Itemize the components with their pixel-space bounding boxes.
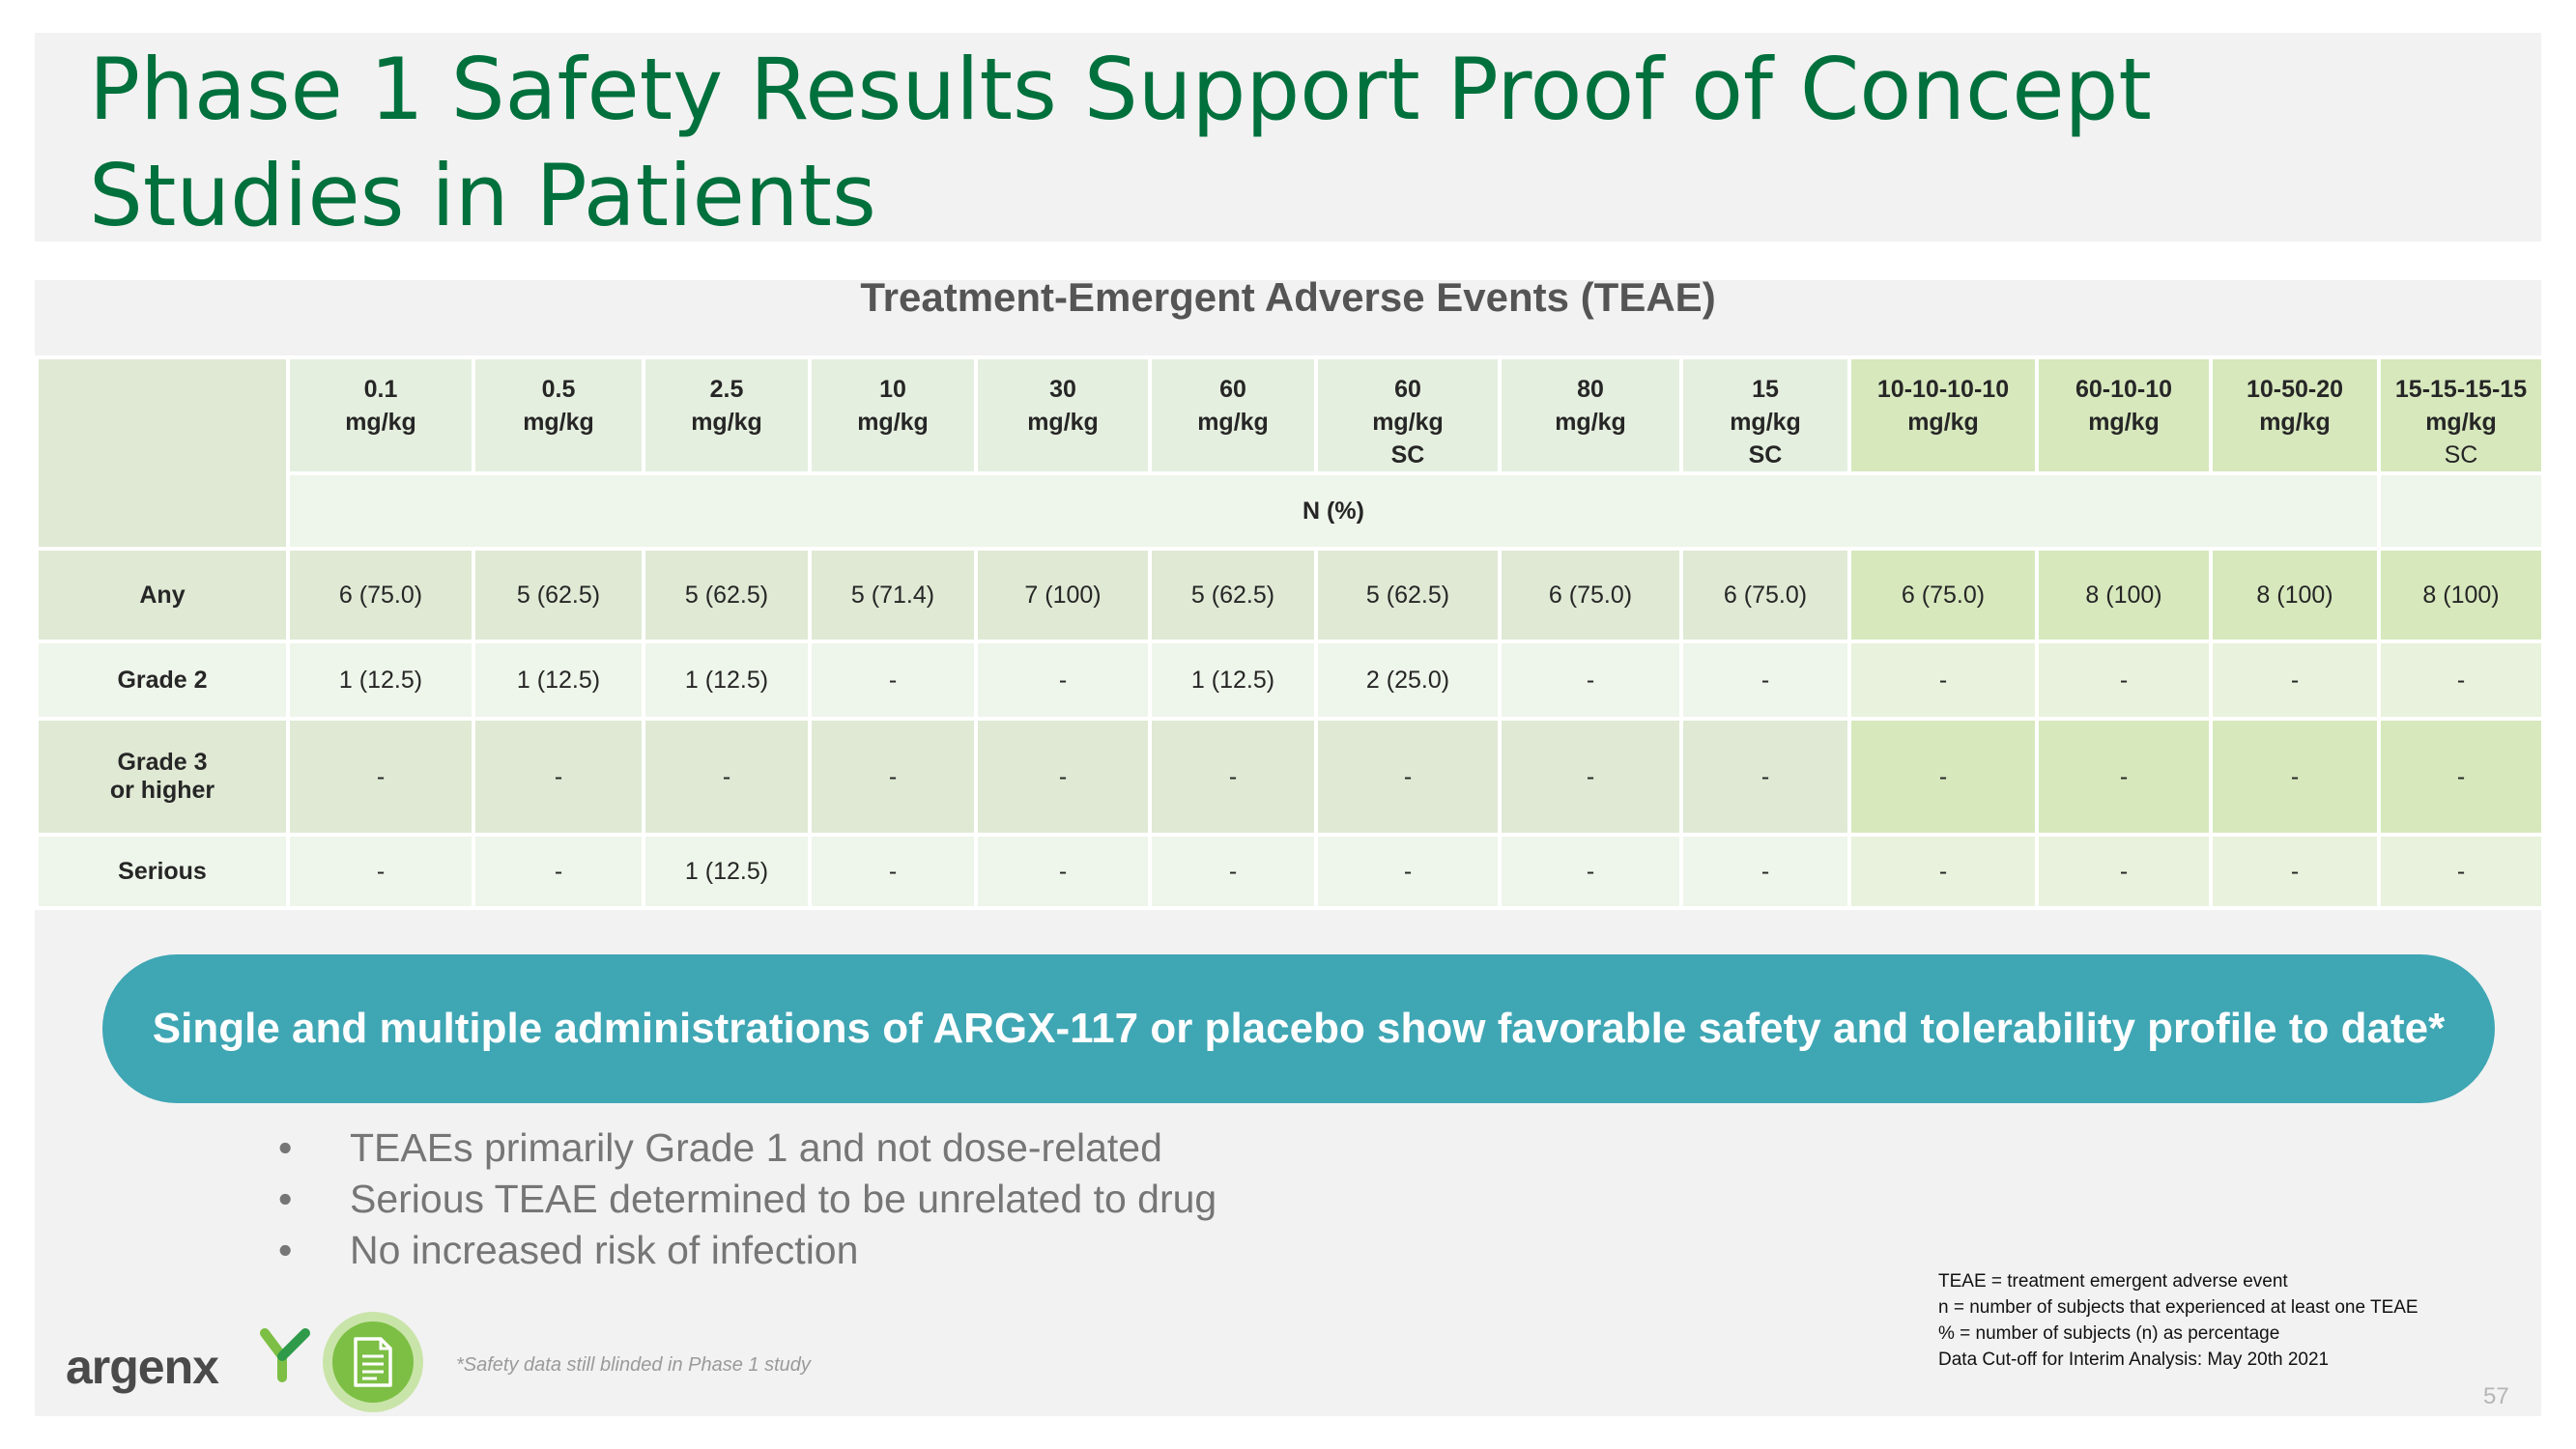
- dose-header: 10 mg/kg: [808, 355, 978, 475]
- table-cell: -: [1498, 717, 1683, 837]
- table-cell: 8 (100): [2035, 547, 2213, 643]
- table-row: Any 6 (75.0) 5 (62.5) 5 (62.5) 5 (71.4) …: [35, 547, 2545, 643]
- argenx-logo: argenx: [66, 1328, 310, 1395]
- table-title: Treatment-Emergent Adverse Events (TEAE): [860, 274, 1716, 320]
- table-cell: -: [1314, 833, 1502, 910]
- table-cell: 8 (100): [2377, 547, 2545, 643]
- abbreviation-definitions: TEAE = treatment emergent adverse event …: [1938, 1268, 2419, 1373]
- bullet-item: TEAEs primarily Grade 1 and not dose-rel…: [271, 1122, 1216, 1174]
- corner-cell: [35, 355, 290, 551]
- page-number: 57: [2483, 1383, 2509, 1409]
- table-cell: -: [2209, 717, 2381, 837]
- table-cell: -: [974, 717, 1152, 837]
- row-label: Any: [35, 547, 290, 643]
- definition-line: n = number of subjects that experienced …: [1938, 1297, 2419, 1318]
- table-cell: -: [1148, 717, 1318, 837]
- definition-line: % = number of subjects (n) as percentage: [1938, 1323, 2280, 1344]
- dose-header: 10-50-20 mg/kg: [2209, 355, 2381, 475]
- logo-y-mark-icon: [260, 1328, 310, 1382]
- logo-wordmark: argenx: [66, 1340, 219, 1394]
- table-cell: -: [1847, 833, 2039, 910]
- bullet-item: No increased risk of infection: [271, 1225, 1216, 1276]
- table-cell: 1 (12.5): [472, 639, 645, 721]
- table-cell: -: [808, 717, 978, 837]
- table-cell: 5 (62.5): [472, 547, 645, 643]
- table-cell: 1 (12.5): [1148, 639, 1318, 721]
- table-cell: -: [2377, 639, 2545, 721]
- table-cell: -: [1679, 639, 1851, 721]
- dose-header: 10-10-10-10 mg/kg: [1847, 355, 2039, 475]
- table-cell: -: [1679, 833, 1851, 910]
- dose-header: 0.5 mg/kg: [472, 355, 645, 475]
- table-cell: 1 (12.5): [286, 639, 475, 721]
- table-cell: -: [2035, 833, 2213, 910]
- table-cell: -: [2035, 639, 2213, 721]
- dose-header: 15 mg/kg SC: [1679, 355, 1851, 475]
- bullet-list: TEAEs primarily Grade 1 and not dose-rel…: [271, 1122, 1216, 1276]
- banner-text: Single and multiple administrations of A…: [152, 1005, 2446, 1052]
- table-cell: -: [1498, 833, 1683, 910]
- table-cell: 7 (100): [974, 547, 1152, 643]
- table-row: Grade 2 1 (12.5) 1 (12.5) 1 (12.5) - - 1…: [35, 639, 2545, 721]
- dose-header: 60 mg/kg: [1148, 355, 1318, 475]
- table-cell: 5 (71.4): [808, 547, 978, 643]
- table-cell: -: [808, 639, 978, 721]
- table-cell: -: [286, 717, 475, 837]
- table-cell: 6 (75.0): [286, 547, 475, 643]
- table-cell: -: [472, 717, 645, 837]
- table-row: Serious - - 1 (12.5) - - - - - - - - - -: [35, 833, 2545, 910]
- n-percent-row: N (%): [37, 471, 2545, 551]
- table-cell: -: [2377, 833, 2545, 910]
- document-icon: [323, 1312, 423, 1412]
- table-cell: 2 (25.0): [1314, 639, 1502, 721]
- dose-header: 0.1 mg/kg: [286, 355, 475, 475]
- dose-header: 80 mg/kg: [1498, 355, 1683, 475]
- table-cell: 6 (75.0): [1847, 547, 2039, 643]
- table-cell: 1 (12.5): [642, 639, 812, 721]
- bullet-item: Serious TEAE determined to be unrelated …: [271, 1174, 1216, 1225]
- table-cell: -: [472, 833, 645, 910]
- table-cell: 6 (75.0): [1498, 547, 1683, 643]
- dose-header: 30 mg/kg: [974, 355, 1152, 475]
- row-label: Grade 3 or higher: [35, 717, 290, 837]
- table-cell: -: [974, 639, 1152, 721]
- table-cell: -: [2209, 833, 2381, 910]
- teae-table: 0.1 mg/kg 0.5 mg/kg 2.5 mg/kg 10 mg/kg 30 mg/…: [35, 355, 2545, 910]
- dose-header: 60-10-10 mg/kg: [2035, 355, 2213, 475]
- table-cell: -: [1148, 833, 1318, 910]
- table-cell: 6 (75.0): [1679, 547, 1851, 643]
- n-percent-label: N (%): [286, 471, 2381, 551]
- dose-header: 2.5 mg/kg: [642, 355, 812, 475]
- table-cell: 8 (100): [2209, 547, 2381, 643]
- definition-line: TEAE = treatment emergent adverse event: [1938, 1271, 2288, 1292]
- dose-header: 15-15-15-15 mg/kg SC: [2377, 355, 2545, 475]
- definition-line: Data Cut-off for Interim Analysis: May 2…: [1938, 1350, 2330, 1370]
- table-cell: 5 (62.5): [642, 547, 812, 643]
- table-cell: 5 (62.5): [1314, 547, 1502, 643]
- footnote: *Safety data still blinded in Phase 1 st…: [456, 1354, 811, 1376]
- table-row: Grade 3 or higher - - - - - - - - - - - -…: [35, 717, 2545, 837]
- row-label: Grade 2: [35, 639, 290, 721]
- table-cell: -: [286, 833, 475, 910]
- row-label: Serious: [35, 833, 290, 910]
- table-cell: 1 (12.5): [642, 833, 812, 910]
- table-cell: -: [1679, 717, 1851, 837]
- table-cell: -: [1847, 717, 2039, 837]
- table-cell: -: [2209, 639, 2381, 721]
- table-cell: -: [642, 717, 812, 837]
- table-cell: -: [1498, 639, 1683, 721]
- key-message-banner: Single and multiple administrations of A…: [102, 954, 2495, 1103]
- dose-header: 60 mg/kg SC: [1314, 355, 1502, 475]
- table-cell: -: [1314, 717, 1502, 837]
- table-cell: -: [974, 833, 1152, 910]
- table-cell: -: [1847, 639, 2039, 721]
- table-cell: -: [2035, 717, 2213, 837]
- n-percent-spacer: [2377, 471, 2545, 551]
- table-cell: 5 (62.5): [1148, 547, 1318, 643]
- title-divider: [35, 242, 2541, 280]
- table-cell: -: [2377, 717, 2545, 837]
- dose-header-row: 0.1 mg/kg 0.5 mg/kg 2.5 mg/kg 10 mg/kg 30 mg/…: [35, 355, 2545, 551]
- slide-title: Phase 1 Safety Results Support Proof of …: [89, 40, 2152, 245]
- table-cell: -: [808, 833, 978, 910]
